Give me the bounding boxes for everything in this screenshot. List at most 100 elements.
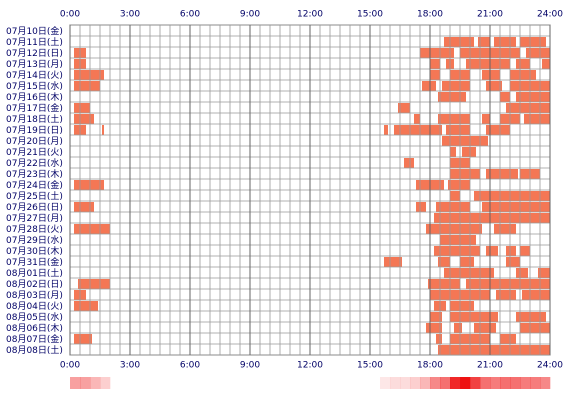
activity-segment [422,81,436,91]
activity-segment [482,114,490,124]
activity-segment [446,125,470,135]
row-label: 08月04日(火) [6,301,63,312]
activity-segment [404,158,414,168]
row-label: 07月12日(日) [6,48,63,59]
row-label: 07月16日(木) [6,91,63,103]
activity-segment [384,125,388,135]
x-tick-label: 3:00 [120,10,140,20]
density-cell [150,377,160,389]
density-cell [330,377,340,389]
row-label: 08月06日(木) [6,322,63,334]
density-cell [240,377,250,389]
activity-segment [466,279,550,289]
density-cell [520,377,531,389]
activity-segment [450,147,456,157]
activity-segment [474,323,496,333]
row-label: 07月20日(月) [6,136,63,147]
x-tick-label: 9:00 [240,361,260,371]
row-label: 08月01日(土) [6,267,63,279]
density-cell [170,377,180,389]
activity-segment [102,125,104,135]
x-tick-label: 21:00 [477,10,503,20]
density-cell [100,377,111,389]
row-label: 08月08日(土) [6,344,63,356]
activity-segment [450,169,480,179]
row-label: 07月11日(土) [6,36,63,48]
activity-segment [506,103,550,113]
activity-segment [74,70,104,80]
x-tick-label: 24:00 [537,361,563,371]
density-cell [310,377,320,389]
density-cell [340,377,350,389]
activity-segment [462,147,476,157]
x-tick-label: 0:00 [60,10,80,20]
activity-segment [506,257,520,267]
activity-segment [438,345,550,355]
activity-segment [438,92,466,102]
activity-segment [486,81,502,91]
density-cell [370,377,380,389]
activity-segment [444,268,494,278]
activity-segment [520,323,550,333]
density-cell [380,377,391,389]
density-cell [280,377,290,389]
activity-segment [482,202,550,212]
density-cell [490,377,501,389]
activity-segment [520,246,530,256]
x-tick-label: 15:00 [357,10,383,20]
activity-segment [398,103,410,113]
row-label: 07月23日(木) [6,168,63,180]
row-label: 08月02日(日) [6,279,63,290]
row-label: 07月26日(日) [6,202,63,213]
activity-segment [414,114,420,124]
row-label: 07月27日(月) [6,213,63,224]
activity-segment [538,268,550,278]
activity-segment [442,81,470,91]
density-cell [70,377,81,389]
row-label: 07月22日(水) [6,157,63,169]
activity-segment [74,224,110,234]
activity-segment [450,301,474,311]
x-tick-label: 12:00 [297,361,323,371]
activity-segment [78,279,110,289]
density-cell [300,377,310,389]
activity-segment [444,37,474,47]
density-cell [430,377,441,389]
activity-segment [500,334,516,344]
activity-segment [420,48,454,58]
x-tick-label: 18:00 [417,10,443,20]
activity-segment [426,224,482,234]
activity-segment [74,301,98,311]
x-tick-label: 9:00 [240,10,260,20]
activity-segment [516,92,550,102]
density-cell [210,377,220,389]
activity-segment [516,59,530,69]
activity-segment [500,92,510,102]
row-label: 07月29日(水) [6,234,63,246]
row-label: 07月18日(土) [6,113,63,125]
density-cell [120,377,130,389]
row-label: 07月17日(金) [6,102,63,114]
activity-segment [436,334,442,344]
density-cell [200,377,210,389]
density-cell [270,377,280,389]
x-tick-label: 3:00 [120,361,140,371]
activity-segment [542,59,550,69]
activity-segment [384,257,402,267]
activity-segment [448,180,470,190]
activity-segment [522,290,550,300]
density-cell [390,377,401,389]
row-label: 07月25日(土) [6,190,63,202]
density-cell [260,377,270,389]
density-cell [350,377,360,389]
row-label: 08月05日(水) [6,311,63,323]
row-label: 08月07日(金) [6,333,63,345]
density-cell [410,377,421,389]
activity-segment [428,279,460,289]
density-cell [540,377,551,389]
density-cell [530,377,541,389]
density-cell [420,377,431,389]
activity-segment [516,312,546,322]
density-cell [360,377,370,389]
activity-segment [460,257,474,267]
